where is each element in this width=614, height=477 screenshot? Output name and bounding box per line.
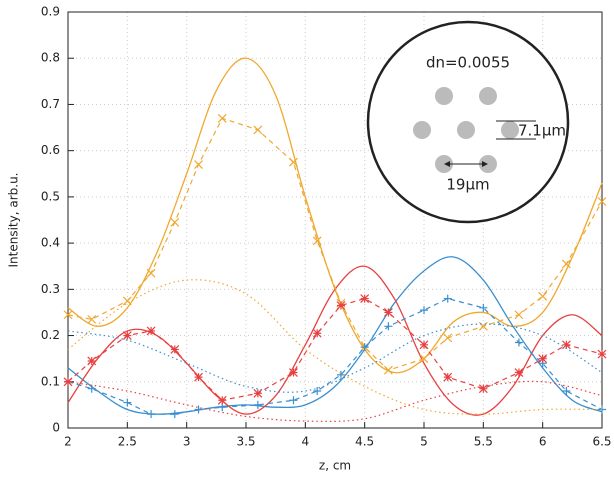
- marker: [63, 310, 73, 320]
- marker: [289, 157, 298, 167]
- series-line: [67, 297, 603, 401]
- x-tick-label: 5.5: [474, 435, 493, 449]
- marker: [383, 308, 393, 317]
- y-tick-label: 0.1: [41, 374, 60, 388]
- marker: [419, 354, 429, 364]
- marker: [170, 344, 180, 354]
- x-tick-label: 3: [183, 435, 191, 449]
- x-tick-label: 5: [420, 435, 428, 449]
- marker: [253, 388, 263, 398]
- marker: [253, 400, 262, 409]
- marker: [562, 387, 571, 396]
- marker: [443, 294, 452, 303]
- x-axis-label: z, cm: [319, 459, 351, 473]
- cores: [413, 87, 519, 173]
- marker: [289, 396, 298, 405]
- marker: [217, 113, 227, 123]
- marker: [597, 197, 607, 206]
- marker: [538, 354, 548, 364]
- plot-frame: [67, 11, 603, 429]
- marker: [146, 268, 156, 278]
- x-tick-label: 4.5: [355, 435, 374, 449]
- marker: [561, 259, 571, 269]
- x-tick-label: 6.5: [592, 435, 611, 449]
- marker: [384, 322, 393, 331]
- y-tick-label: 0.8: [41, 51, 60, 65]
- y-tick-label: 0.5: [41, 189, 60, 203]
- marker: [218, 403, 227, 412]
- marker: [194, 372, 203, 382]
- marker: [170, 217, 180, 227]
- marker: [253, 125, 263, 135]
- marker: [561, 340, 571, 350]
- series-line: [67, 380, 603, 423]
- x-tick-label: 6: [539, 435, 547, 449]
- y-tick-label: 0: [52, 421, 60, 435]
- core: [435, 87, 453, 105]
- marker: [538, 291, 548, 301]
- marker: [194, 160, 203, 169]
- x-tick-label: 2: [64, 435, 72, 449]
- marker: [420, 306, 428, 315]
- marker: [122, 331, 132, 340]
- marker: [419, 340, 429, 350]
- marker: [597, 349, 607, 359]
- marker: [87, 356, 97, 366]
- marker: [123, 398, 132, 407]
- marker: [217, 395, 227, 405]
- x-tick-label: 3.5: [236, 435, 255, 449]
- y-axis-label: Intensity, arb.u.: [7, 173, 21, 268]
- annotation: 19μm: [446, 176, 489, 194]
- marker: [514, 338, 523, 347]
- x-tick-label: 4: [302, 435, 310, 449]
- marker: [313, 387, 322, 396]
- marker: [122, 296, 132, 306]
- marker: [360, 294, 370, 304]
- marker: [479, 303, 488, 312]
- core: [457, 121, 475, 139]
- x-tick-label: 2.5: [118, 435, 137, 449]
- marker: [312, 328, 322, 338]
- marker: [87, 384, 96, 393]
- marker: [336, 301, 346, 310]
- core: [479, 87, 497, 105]
- y-tick-label: 0.7: [41, 97, 60, 111]
- series-line: [67, 297, 603, 415]
- marker: [514, 310, 524, 320]
- marker: [194, 405, 203, 414]
- series-line: [67, 279, 603, 415]
- core: [413, 121, 431, 139]
- marker: [170, 410, 179, 419]
- marker: [514, 368, 524, 377]
- core: [501, 121, 519, 139]
- y-tick-label: 0.2: [41, 328, 60, 342]
- marker: [478, 384, 488, 394]
- annotation: dn=0.0055: [426, 54, 510, 72]
- marker: [147, 410, 156, 419]
- marker: [360, 343, 369, 352]
- marker: [312, 236, 322, 246]
- marker: [383, 365, 393, 375]
- series-line: [67, 117, 603, 371]
- y-tick-label: 0.4: [41, 236, 60, 250]
- y-tick-label: 0.9: [41, 5, 60, 19]
- marker: [443, 372, 453, 382]
- y-tick-label: 0.3: [41, 282, 60, 296]
- marker: [87, 314, 97, 324]
- annotation: 7.1μm: [518, 122, 566, 140]
- marker: [289, 368, 298, 377]
- y-tick-label: 0.6: [41, 143, 60, 157]
- marker: [146, 326, 156, 336]
- marker: [443, 333, 453, 343]
- inset: dn=0.0055 7.1μm 19μm: [366, 20, 570, 224]
